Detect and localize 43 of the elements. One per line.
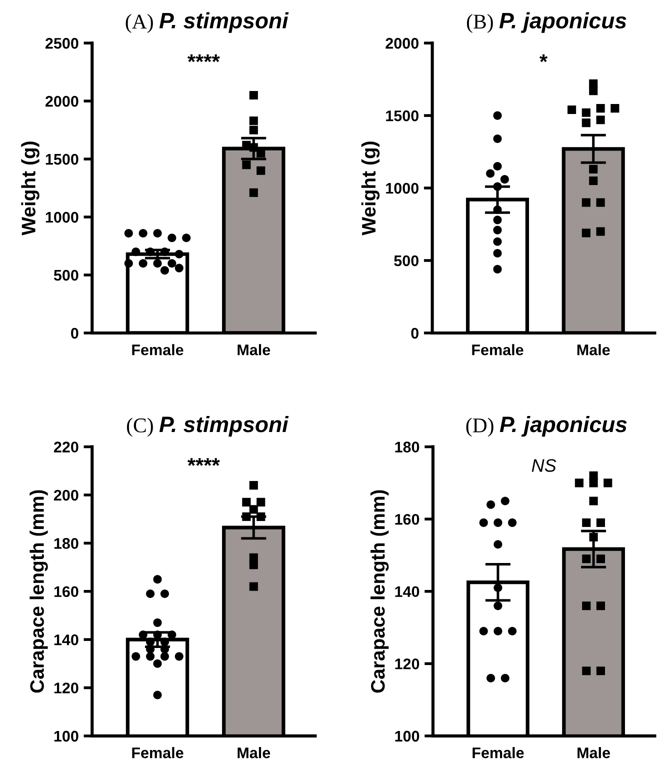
- x-tick-label: Male: [238, 344, 270, 356]
- annotation: ****: [187, 54, 220, 62]
- y-tick-label: 2000: [386, 38, 418, 49]
- y-axis-title: Weight (g): [361, 142, 380, 236]
- y-tick-label: 160: [395, 514, 420, 525]
- x-tick-label: Female: [472, 747, 524, 758]
- y-tick-label: 2500: [45, 38, 78, 49]
- chart-title: (C) P. stimpsoni: [126, 416, 289, 437]
- y-tick-label: 0: [411, 328, 418, 339]
- y-tick-label: 1500: [386, 110, 418, 122]
- y-tick-label: 160: [54, 586, 78, 598]
- y-tick-label: 0: [71, 328, 78, 339]
- annotation: *: [540, 54, 548, 62]
- y-tick-label: 200: [54, 490, 78, 501]
- chart-title: (D) P. japonicus: [466, 416, 627, 437]
- y-tick-label: 140: [54, 634, 78, 646]
- x-tick-label: Female: [132, 344, 184, 356]
- annotation: ****: [187, 458, 220, 466]
- y-tick-label: 1000: [386, 182, 418, 194]
- y-tick-label: 1500: [46, 154, 78, 165]
- y-tick-label: 120: [54, 682, 78, 694]
- y-axis-title: Weight (g): [21, 142, 40, 236]
- chart-title: (B) P. japonicus: [466, 12, 626, 33]
- chart-title: (A) P. stimpsoni: [126, 12, 289, 33]
- x-tick-label: Female: [132, 747, 184, 758]
- y-tick-label: 500: [54, 270, 78, 281]
- y-axis-title: Carapace length (mm): [30, 490, 48, 693]
- x-tick-label: Female: [472, 344, 524, 356]
- y-tick-label: 140: [395, 586, 420, 598]
- y-axis-title: Carapace length (mm): [370, 490, 389, 693]
- annotation: NS: [532, 459, 556, 472]
- y-tick-label: 220: [54, 442, 78, 452]
- x-tick-label: Male: [578, 747, 610, 758]
- x-tick-label: Male: [577, 344, 610, 356]
- y-tick-label: 1000: [46, 212, 78, 223]
- y-tick-label: 500: [394, 255, 418, 266]
- y-tick-label: 100: [54, 730, 78, 742]
- y-tick-label: 180: [395, 442, 420, 452]
- y-tick-label: 2000: [45, 96, 78, 107]
- y-tick-label: 100: [395, 730, 420, 742]
- y-tick-label: 180: [54, 538, 78, 549]
- y-tick-label: 120: [395, 658, 420, 670]
- x-tick-label: Male: [238, 747, 270, 758]
